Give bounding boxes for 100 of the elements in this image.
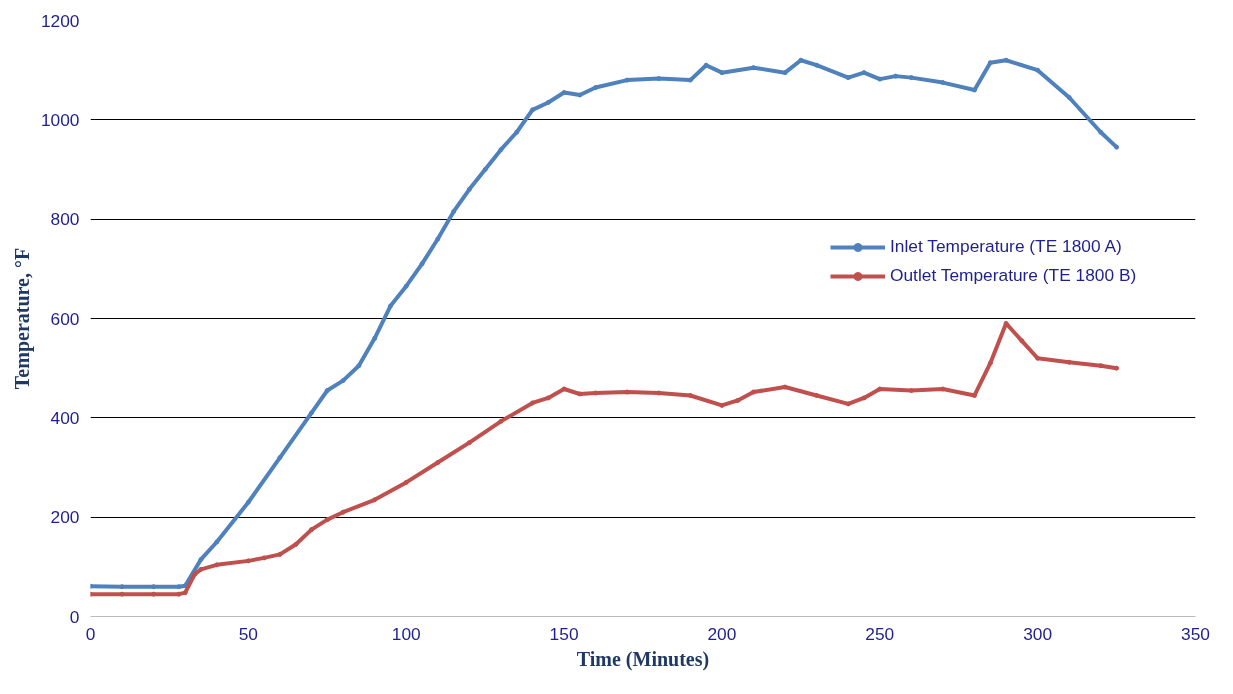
x-tick-label: 200 — [707, 623, 737, 644]
y-tick-label: 600 — [50, 308, 80, 329]
point — [845, 401, 851, 407]
point — [1003, 320, 1009, 326]
point — [324, 388, 330, 394]
point — [735, 397, 741, 403]
point — [593, 85, 599, 91]
legend-label: Outlet Temperature (TE 1800 B) — [890, 265, 1137, 286]
point — [877, 386, 883, 392]
point — [245, 499, 251, 505]
point — [814, 392, 820, 398]
point — [1035, 67, 1041, 73]
point — [198, 566, 204, 572]
point — [877, 76, 883, 82]
point — [1019, 338, 1025, 344]
point — [119, 584, 125, 590]
point — [782, 70, 788, 76]
point — [719, 70, 725, 76]
point — [624, 77, 630, 83]
point — [356, 363, 362, 369]
point — [530, 107, 535, 113]
point — [656, 390, 662, 396]
point — [309, 527, 314, 533]
point — [908, 75, 914, 81]
point — [561, 386, 567, 392]
point — [151, 591, 157, 597]
y-tick-label: 800 — [50, 209, 80, 230]
point — [466, 440, 472, 446]
x-tick-label: 250 — [865, 623, 895, 644]
x-axis-title: Time (Minutes) — [576, 647, 710, 671]
point — [261, 555, 267, 561]
point — [340, 378, 346, 384]
point — [277, 551, 283, 557]
y-axis-title: Temperature, °F — [10, 247, 34, 390]
point — [176, 591, 182, 597]
y-tick-label: 0 — [69, 606, 80, 627]
point — [751, 65, 756, 71]
point — [419, 261, 425, 267]
point — [214, 562, 220, 568]
point — [861, 395, 867, 401]
point — [656, 76, 662, 82]
point — [435, 236, 441, 242]
point — [908, 388, 914, 394]
y-tick-label: 1000 — [40, 109, 80, 130]
point — [277, 455, 283, 461]
point — [1098, 363, 1104, 369]
point — [972, 87, 977, 93]
point — [940, 386, 946, 392]
point — [987, 360, 993, 366]
y-tick-label: 1200 — [40, 10, 80, 31]
point — [814, 62, 820, 68]
point — [151, 584, 157, 590]
point — [845, 75, 851, 81]
point — [403, 479, 409, 485]
y-tick-label: 400 — [50, 407, 80, 428]
point — [893, 73, 899, 79]
point — [687, 392, 693, 398]
point — [561, 90, 567, 96]
point — [498, 418, 504, 424]
point — [403, 283, 409, 289]
point — [782, 384, 788, 390]
point — [624, 389, 630, 395]
point — [293, 541, 299, 547]
point — [498, 147, 504, 153]
y-tick-label: 200 — [50, 507, 80, 528]
x-tick-label: 300 — [1023, 623, 1053, 644]
point — [687, 77, 693, 83]
point — [435, 460, 441, 466]
point — [1114, 144, 1120, 150]
point — [309, 410, 314, 416]
point — [482, 167, 488, 172]
point — [545, 395, 551, 401]
point — [593, 390, 599, 396]
point — [1066, 94, 1072, 100]
point — [1003, 57, 1009, 63]
x-tick-label: 350 — [1181, 623, 1210, 644]
x-tick-label: 0 — [85, 623, 96, 644]
point — [182, 590, 188, 596]
point — [1114, 365, 1120, 371]
point — [1035, 355, 1041, 361]
point — [214, 539, 220, 545]
point — [340, 509, 346, 515]
point — [577, 92, 583, 98]
point — [372, 335, 378, 341]
point — [198, 556, 204, 562]
point — [545, 99, 551, 105]
point — [530, 400, 535, 406]
point — [514, 129, 520, 135]
legend-label: Inlet Temperature (TE 1800 A) — [890, 236, 1122, 257]
point — [751, 389, 756, 395]
point — [972, 392, 977, 398]
point — [372, 497, 378, 503]
point — [324, 517, 330, 523]
x-tick-label: 100 — [391, 623, 421, 644]
point — [466, 186, 472, 192]
point — [987, 60, 993, 66]
point — [798, 57, 804, 63]
x-tick-label: 50 — [238, 623, 258, 644]
point — [192, 571, 198, 577]
point — [861, 70, 867, 76]
